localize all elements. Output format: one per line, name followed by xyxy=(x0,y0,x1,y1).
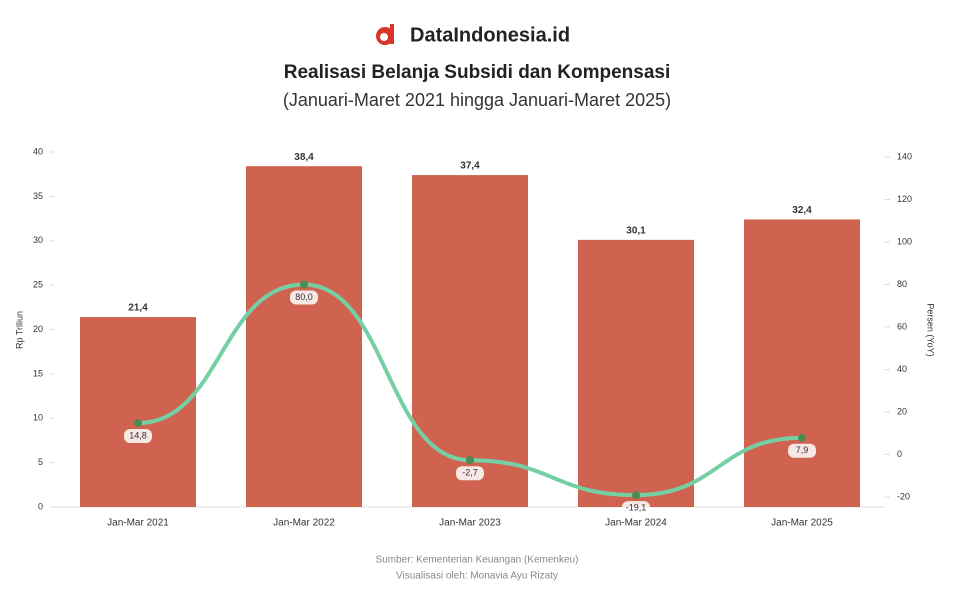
label-box xyxy=(456,466,484,481)
line xyxy=(137,282,803,498)
data-label: 21,4 xyxy=(128,303,148,314)
y-tick-label: 35 xyxy=(33,191,43,201)
logo xyxy=(376,24,394,45)
bar xyxy=(412,175,528,507)
bar xyxy=(246,166,362,507)
y2-axis-label: Persen (YoY) xyxy=(926,303,936,356)
data-label: 37,4 xyxy=(460,161,480,172)
bar xyxy=(744,219,860,507)
y-tick-label: 0 xyxy=(38,501,43,511)
y-tick-label: 25 xyxy=(33,280,43,290)
y-tick-label: 30 xyxy=(33,235,43,245)
line-marker xyxy=(134,419,142,428)
label-box xyxy=(788,443,816,458)
label-box xyxy=(290,290,318,305)
y-tick-label: 10 xyxy=(33,413,43,423)
y2-tick-label: 60 xyxy=(897,321,907,331)
data-label: 32,4 xyxy=(792,205,812,216)
data-label: 38,4 xyxy=(294,152,314,163)
bar xyxy=(80,317,196,507)
y-tick-label: 20 xyxy=(33,324,43,334)
x-tick-label: Jan-Mar 2025 xyxy=(771,518,833,529)
y2-tick-label: 120 xyxy=(897,194,912,204)
line-marker xyxy=(466,456,474,465)
data-label: 80,0 xyxy=(295,292,313,302)
y2-tick-label: -20 xyxy=(897,491,910,501)
line-marker xyxy=(632,491,640,500)
y2-tick-label: 20 xyxy=(897,406,907,416)
y2-tick-label: 0 xyxy=(897,449,902,459)
data-label: 14,8 xyxy=(129,430,147,440)
y-axis-label: Rp Triliun xyxy=(14,311,24,349)
line-marker xyxy=(798,433,806,442)
line-marker xyxy=(300,280,308,289)
x-tick-label: Jan-Mar 2023 xyxy=(439,518,501,529)
x-tick-label: Jan-Mar 2022 xyxy=(273,518,335,529)
bar xyxy=(578,239,694,508)
data-label: 30,1 xyxy=(626,226,646,237)
label-box xyxy=(124,429,152,444)
y2-tick-label: 100 xyxy=(897,236,912,246)
label-box xyxy=(622,501,650,516)
x-tick-label: Jan-Mar 2021 xyxy=(107,518,169,529)
source: Sumber: Kementerian Keuangan (Kemenkeu) xyxy=(376,555,579,566)
y2-tick-label: 140 xyxy=(897,151,912,161)
data-label: 7,9 xyxy=(796,445,809,455)
y-tick-label: 40 xyxy=(33,146,43,156)
chart-title: Realisasi Belanja Subsidi dan Kompensasi xyxy=(284,62,670,83)
y2-tick-label: 40 xyxy=(897,364,907,374)
x-tick-label: Jan-Mar 2024 xyxy=(605,518,667,529)
data-label: -2,7 xyxy=(462,468,478,478)
data-label: -19,1 xyxy=(626,502,647,512)
y-tick-label: 5 xyxy=(38,457,43,467)
credit: Visualisasi oleh: Monavia Ayu Rizaty xyxy=(396,571,558,582)
y-tick-label: 15 xyxy=(33,368,43,378)
chart-subtitle: (Januari-Maret 2021 hingga Januari-Maret… xyxy=(283,90,671,110)
y2-tick-label: 80 xyxy=(897,279,907,289)
brand: DataIndonesia.id xyxy=(410,24,570,46)
